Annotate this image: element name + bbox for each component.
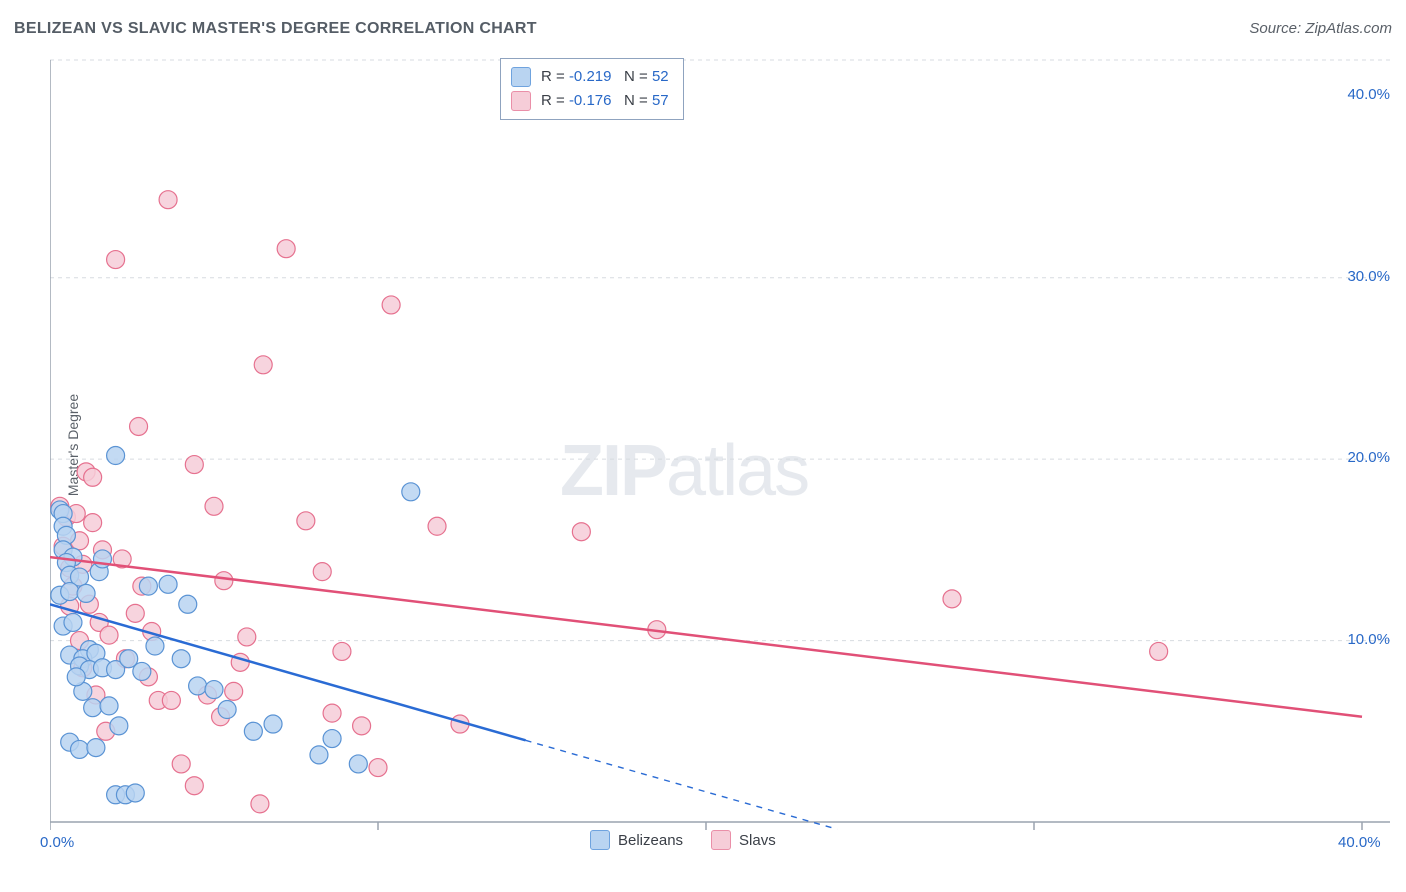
legend-stat-row: R = -0.219 N = 52 xyxy=(511,65,669,89)
chart-title: BELIZEAN VS SLAVIC MASTER'S DEGREE CORRE… xyxy=(14,20,537,38)
scatter-series-slavs xyxy=(51,191,1168,813)
chart-area: Master's Degree ZIPatlas 10.0%20.0%30.0%… xyxy=(50,50,1390,840)
x-tick-label: 40.0% xyxy=(1338,834,1381,851)
legend-stat-row: R = -0.176 N = 57 xyxy=(511,89,669,113)
legend-swatch xyxy=(511,91,531,111)
source-prefix: Source: xyxy=(1249,20,1305,37)
legend-item: Belizeans xyxy=(590,830,683,850)
y-tick-label: 30.0% xyxy=(1347,268,1390,285)
x-tick-label: 0.0% xyxy=(40,834,74,851)
legend-label: Belizeans xyxy=(618,832,683,849)
trend-lines xyxy=(50,557,1362,829)
y-tick-label: 40.0% xyxy=(1347,86,1390,103)
legend-correlation-box: R = -0.219 N = 52R = -0.176 N = 57 xyxy=(500,58,684,120)
y-tick-label: 20.0% xyxy=(1347,449,1390,466)
scatter-plot-svg xyxy=(50,50,1390,840)
gridlines xyxy=(50,60,1390,641)
legend-bottom: Belizeans Slavs xyxy=(590,830,776,850)
legend-swatch xyxy=(511,67,531,87)
legend-stat-text: R = -0.176 N = 57 xyxy=(541,89,669,113)
x-tick-marks xyxy=(50,822,1362,830)
legend-item: Slavs xyxy=(711,830,776,850)
legend-label: Slavs xyxy=(739,832,776,849)
legend-swatch xyxy=(590,830,610,850)
source-attribution: Source: ZipAtlas.com xyxy=(1249,20,1392,37)
legend-swatch xyxy=(711,830,731,850)
axes xyxy=(50,60,1390,822)
chart-header: BELIZEAN VS SLAVIC MASTER'S DEGREE CORRE… xyxy=(14,20,1392,38)
y-tick-label: 10.0% xyxy=(1347,631,1390,648)
legend-stat-text: R = -0.219 N = 52 xyxy=(541,65,669,89)
source-name: ZipAtlas.com xyxy=(1305,20,1392,37)
